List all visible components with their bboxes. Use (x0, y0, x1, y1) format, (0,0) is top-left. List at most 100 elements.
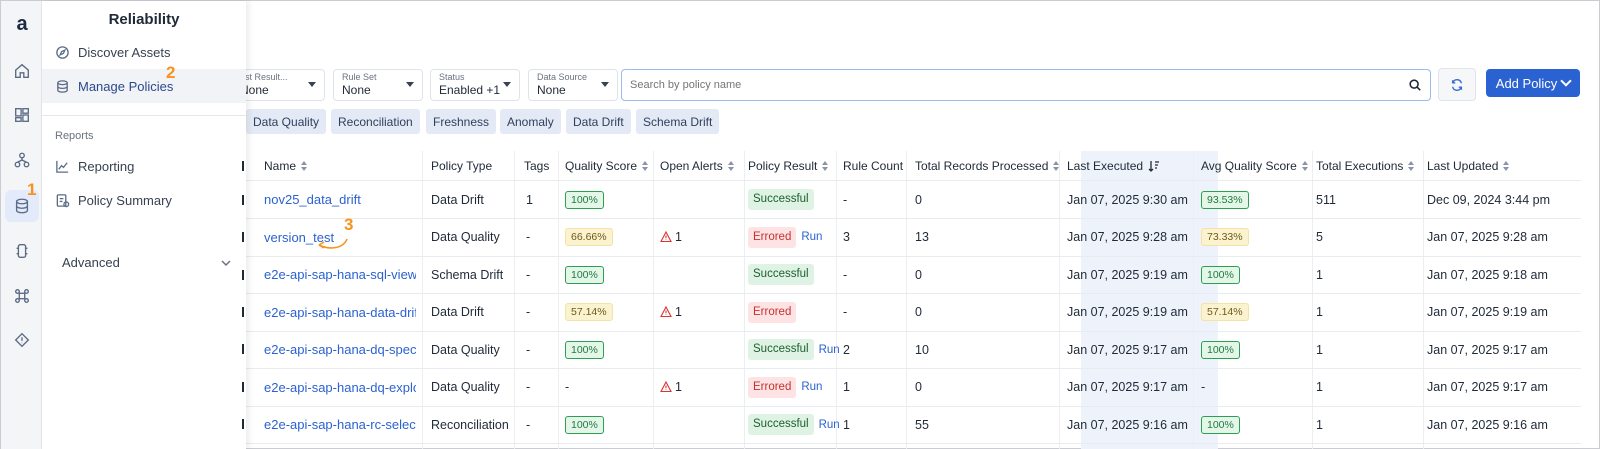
row-select-edge (242, 232, 244, 242)
column-header-last-updated[interactable]: Last Updated (1427, 151, 1510, 181)
last-result-filter[interactable]: ast Result... None (231, 69, 325, 101)
policy-type-cell: Schema Drift (431, 267, 504, 282)
open-alerts-cell[interactable]: 1 (660, 369, 682, 406)
table-row[interactable]: e2e-api-sap-hana-sql-view Schema Drift -… (246, 256, 1581, 294)
filter-label: Status (439, 72, 465, 82)
tags-cell: - (526, 230, 531, 244)
rule-set-filter[interactable]: Rule Set None (333, 69, 423, 101)
run-link[interactable]: Run (801, 381, 823, 393)
last-updated-cell: Jan 07, 2025 9:19 am (1427, 305, 1548, 319)
alert-count[interactable]: 1 (660, 230, 682, 244)
row-select-edge (242, 344, 244, 354)
chevron-down-icon (221, 259, 231, 266)
policy-name-link[interactable]: e2e-api-sap-hana-data-drif (264, 304, 416, 320)
menu-item-label: Advanced (62, 255, 120, 270)
column-header-total-executions[interactable]: Total Executions (1316, 151, 1415, 181)
chip-data-quality[interactable]: Data Quality (246, 109, 327, 134)
menu-item-policy-summary[interactable]: Policy Summary (42, 183, 246, 217)
policy-name-link[interactable]: nov25_data_drift (264, 192, 361, 207)
quality-score-cell: - (565, 380, 570, 394)
policy-type-cell: Data Drift (431, 192, 484, 207)
run-link[interactable]: Run (818, 343, 840, 356)
row-select-edge (242, 419, 244, 429)
refresh-button[interactable] (1438, 68, 1476, 101)
policy-result-cell: Successful Run (748, 331, 840, 368)
table-row[interactable]: e2e-api-sap-hana-dq-spec Data Quality - … (246, 331, 1581, 369)
policy-name-link[interactable]: e2e-api-sap-hana-sql-view (264, 267, 416, 282)
total-records-cell: 10 (915, 342, 929, 357)
column-header-tags: Tags (524, 159, 550, 173)
column-header-open-alerts[interactable]: Open Alerts (660, 151, 734, 181)
summary-icon (56, 193, 70, 207)
chip-anomaly[interactable]: Anomaly (500, 109, 561, 134)
menu-item-discover-assets[interactable]: Discover Assets (42, 35, 246, 69)
caret-down-icon (308, 82, 316, 87)
hierarchy-icon[interactable] (5, 144, 39, 176)
menu-item-advanced[interactable]: Advanced (62, 255, 232, 270)
open-alerts-cell[interactable]: 1 (660, 294, 682, 331)
last-updated-cell: Jan 07, 2025 9:17 am (1427, 380, 1548, 394)
table-row[interactable]: e2e-api-sap-hana-data-drif Data Drift - … (246, 294, 1581, 332)
home-icon[interactable] (5, 55, 39, 87)
chip-reconciliation[interactable]: Reconciliation (331, 109, 420, 134)
row-select-edge (242, 161, 244, 171)
chip-data-drift[interactable]: Data Drift (566, 109, 631, 134)
result-status-badge: Successful (748, 339, 814, 360)
sort-icon (1301, 161, 1308, 171)
score-badge: 100% (1201, 340, 1240, 359)
sort-icon (642, 161, 649, 171)
alert-count[interactable]: 1 (660, 380, 682, 394)
column-header-last-executed[interactable]: Last Executed (1067, 151, 1160, 181)
last-executed-cell: Jan 07, 2025 9:16 am (1067, 417, 1188, 432)
flyout-title: Reliability (108, 11, 180, 28)
column-header-policy-result[interactable]: Policy Result (748, 151, 829, 181)
dashboard-icon[interactable] (5, 99, 39, 131)
add-policy-button[interactable]: Add Policy (1486, 69, 1580, 97)
policy-name-link[interactable]: e2e-api-sap-hana-dq-spec (264, 342, 416, 357)
row-select-edge (242, 307, 244, 317)
chip-icon[interactable] (5, 235, 39, 267)
column-header-total-records[interactable]: Total Records Processed (915, 151, 1060, 181)
app-logo[interactable]: a (16, 13, 28, 35)
run-link[interactable]: Run (801, 231, 823, 243)
chip-freshness[interactable]: Freshness (426, 109, 497, 134)
status-filter[interactable]: Status Enabled +1 (430, 69, 520, 101)
row-select-edge (242, 195, 244, 205)
column-header-name[interactable]: Name (264, 151, 308, 181)
icon-rail: a (1, 1, 42, 449)
open-alerts-cell[interactable]: 1 (660, 219, 682, 256)
column-header-avg-quality[interactable]: Avg Quality Score (1201, 151, 1308, 181)
warning-diamond-icon[interactable] (5, 324, 39, 356)
avg-quality-cell: 100% (1201, 256, 1240, 293)
policy-type-cell: Data Quality (431, 380, 500, 394)
score-badge: 100% (565, 415, 604, 434)
sort-icon (1053, 161, 1060, 171)
result-status-badge: Errored (748, 376, 797, 398)
total-executions-cell: 5 (1316, 230, 1323, 244)
policy-search-box[interactable] (621, 69, 1431, 101)
database-icon[interactable] (5, 190, 39, 222)
menu-item-reporting[interactable]: Reporting (42, 149, 246, 183)
data-source-filter[interactable]: Data Source None (528, 69, 618, 101)
column-header-quality-score[interactable]: Quality Score (565, 151, 649, 181)
table-row[interactable]: e2e-api-sap-hana-dq-explo Data Quality -… (246, 369, 1581, 407)
policy-result-cell: Errored Run (748, 369, 822, 406)
search-icon[interactable] (1408, 78, 1422, 92)
table-row[interactable]: version_test Data Quality - 66.66% 1 Err… (246, 219, 1581, 257)
search-input[interactable] (630, 79, 1390, 91)
policy-name-link[interactable]: version_test (264, 229, 335, 245)
avg-quality-cell: 93.53% (1201, 181, 1249, 218)
total-records-cell: 55 (915, 417, 929, 432)
score-badge: 57.14% (565, 303, 613, 321)
policy-type-cell: Data Quality (431, 230, 500, 244)
alert-count[interactable]: 1 (660, 305, 682, 319)
policy-name-link[interactable]: e2e-api-sap-hana-rc-selec (264, 417, 416, 432)
command-icon[interactable] (5, 280, 39, 312)
score-badge: 93.53% (1201, 190, 1249, 209)
chip-schema-drift[interactable]: Schema Drift (636, 109, 720, 134)
run-link[interactable]: Run (818, 418, 840, 431)
table-row[interactable]: nov25_data_drift Data Drift 1 100% Succe… (246, 181, 1581, 219)
menu-item-manage-policies[interactable]: Manage Policies (42, 69, 246, 103)
table-row[interactable]: e2e-api-sap-hana-rc-selec Reconciliation… (246, 406, 1581, 444)
policy-name-link[interactable]: e2e-api-sap-hana-dq-explo (264, 379, 416, 395)
